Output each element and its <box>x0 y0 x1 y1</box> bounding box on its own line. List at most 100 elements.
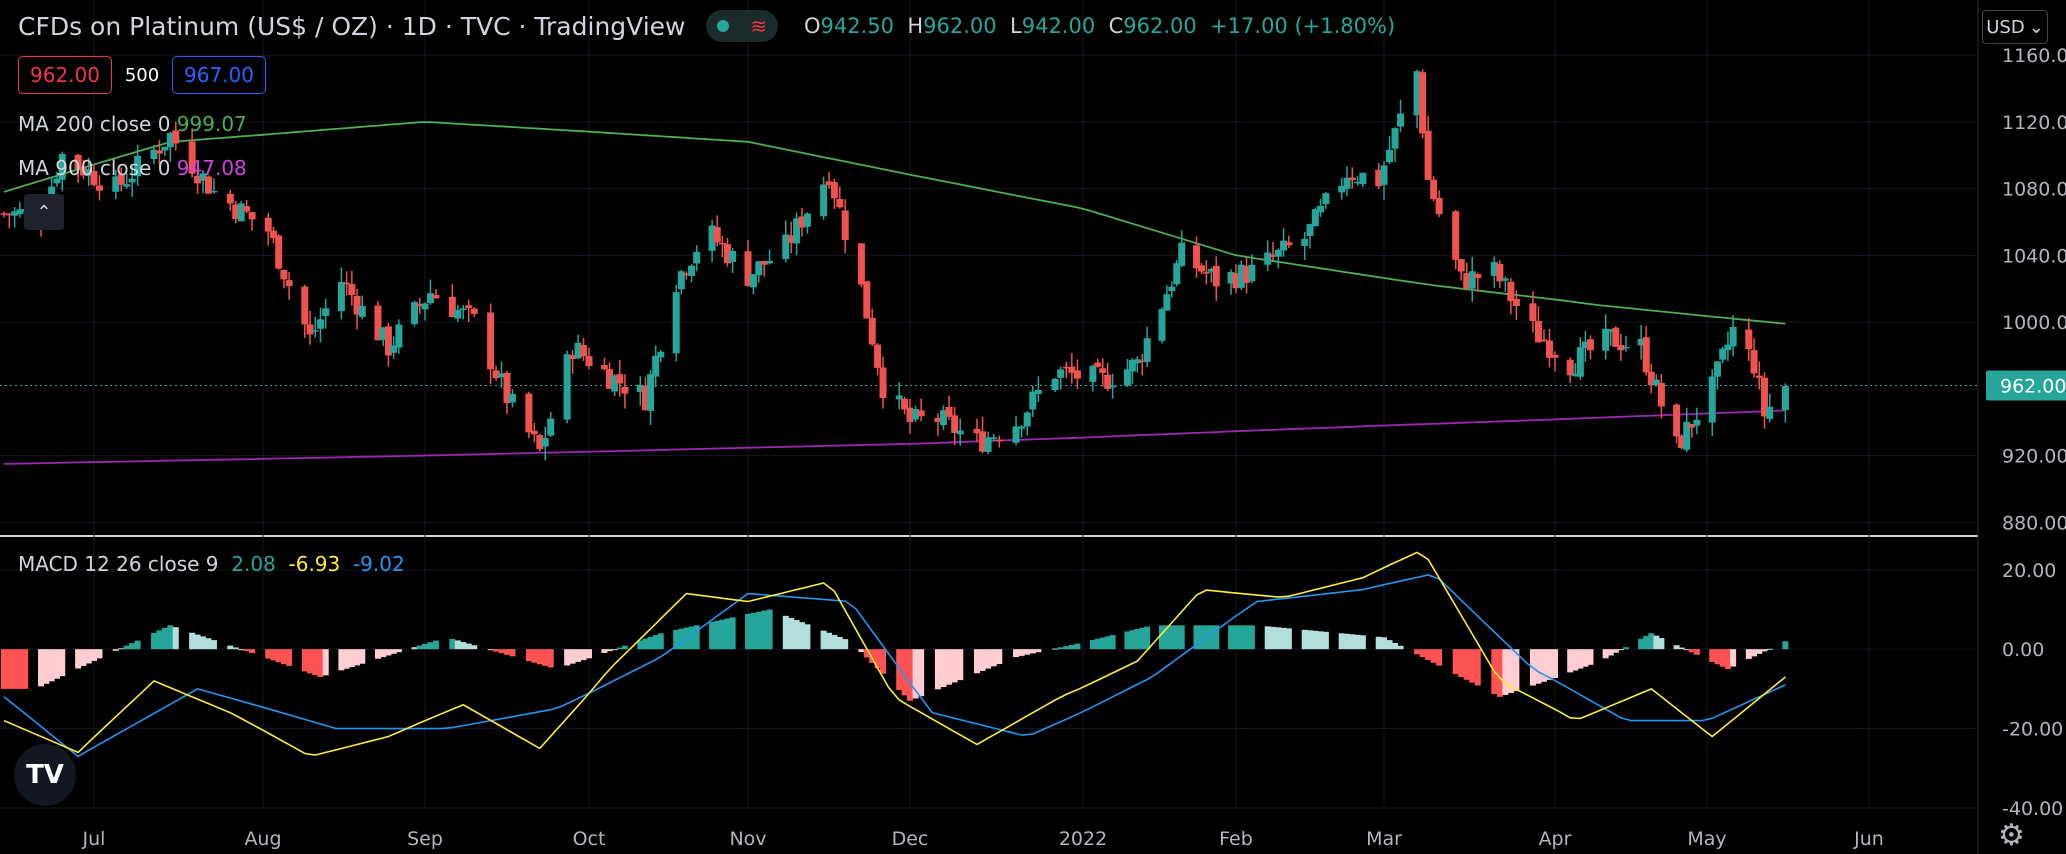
macd-histogram-bar <box>575 649 582 662</box>
candle-body <box>204 176 212 194</box>
price-tick-label: 1120.00 <box>2002 112 2066 134</box>
candle-body <box>379 327 387 341</box>
macd-histogram-bar <box>460 642 467 650</box>
ma900-legend[interactable]: MA 900 close 0 947.08 <box>18 156 247 180</box>
macd-histogram-bar <box>427 642 434 650</box>
macd-histogram-bar <box>432 640 439 650</box>
macd-line-path <box>3 551 1786 756</box>
macd-histogram-bar <box>745 614 751 650</box>
candle-body <box>74 154 82 170</box>
candle-body <box>787 235 795 243</box>
macd-histogram-bar <box>275 649 282 663</box>
macd-histogram-bar <box>536 649 543 665</box>
candle-body <box>161 146 169 151</box>
chevron-up-icon: ⌃ <box>36 201 52 223</box>
macd-signal-path <box>3 574 1786 758</box>
tradingview-logo-icon[interactable]: TV <box>14 744 76 806</box>
macd-histogram-bar <box>1513 649 1520 692</box>
candle-body <box>1468 271 1476 289</box>
candle-body <box>1023 412 1031 427</box>
macd-histogram-bar <box>348 649 355 668</box>
candle-body <box>1657 382 1665 407</box>
macd-histogram-bar <box>946 649 953 685</box>
sell-price-button[interactable]: 962.00 <box>18 56 112 94</box>
candle-body <box>1212 265 1220 287</box>
candle-body <box>1202 272 1210 274</box>
macd-histogram-bar <box>1587 649 1594 665</box>
macd-histogram-bar <box>312 649 319 676</box>
macd-histogram-bar <box>194 634 201 650</box>
candle-body <box>1540 339 1548 342</box>
candle-body <box>879 367 887 399</box>
macd-histogram-bar <box>951 649 958 683</box>
candle-body <box>1158 309 1166 341</box>
candle-body <box>1642 337 1650 373</box>
candle-body <box>188 141 196 174</box>
ma200-line <box>3 121 1786 325</box>
macd-histogram-bar <box>709 621 716 650</box>
candle-body <box>912 409 920 420</box>
settings-gear-icon[interactable]: ⚙ <box>1998 818 2025 853</box>
macd-histogram-bar <box>1359 635 1366 650</box>
candle-body <box>1168 286 1176 292</box>
macd-histogram-bar <box>85 649 92 664</box>
candle-body <box>248 212 256 220</box>
currency-selector[interactable]: USD ⌄ <box>1982 10 2048 44</box>
candle-body <box>210 190 218 193</box>
candle-body <box>5 213 13 216</box>
candle-body <box>574 342 582 359</box>
candle-body <box>1576 347 1584 377</box>
candle-body <box>647 374 655 411</box>
candle-body <box>1068 366 1076 373</box>
time-tick-label: Jun <box>1853 828 1884 850</box>
candle-body <box>1617 345 1625 351</box>
candle-body <box>112 176 120 192</box>
buy-price-button[interactable]: 967.00 <box>172 56 266 94</box>
candle-body <box>232 204 240 219</box>
macd-histogram-bar <box>1193 625 1200 650</box>
candle-body <box>1534 320 1542 343</box>
candle-body <box>585 356 593 367</box>
macd-histogram-bar <box>301 649 308 672</box>
candle-body <box>547 418 555 436</box>
candle-body <box>641 386 649 410</box>
macd-histogram-bar <box>1756 649 1763 654</box>
macd-histogram-bar <box>804 624 811 650</box>
macd-histogram-bar <box>167 625 174 650</box>
collapse-legend-button[interactable]: ⌃ <box>24 194 64 230</box>
macd-histogram-bar <box>652 635 659 650</box>
macd-histogram-bar <box>1144 626 1151 650</box>
time-tick-label: 2022 <box>1059 828 1107 850</box>
market-status-pill[interactable]: ≋ <box>706 10 778 42</box>
candle-body <box>1496 263 1504 282</box>
macd-histogram-bar <box>912 649 919 699</box>
macd-histogram-bar <box>380 649 387 658</box>
candle-body <box>868 317 876 345</box>
symbol-title[interactable]: CFDs on Platinum (US$ / OZ) · 1D · TVC ·… <box>18 12 686 41</box>
macd-histogram-bar <box>1653 635 1660 650</box>
candle-body <box>1317 205 1325 213</box>
candle-body <box>611 375 619 392</box>
macd-histogram-bar <box>1163 625 1170 650</box>
macd-histogram-bar <box>1463 649 1470 680</box>
macd-histogram-bar <box>836 637 843 650</box>
candle-body <box>348 284 356 296</box>
macd-histogram-bar <box>1577 649 1584 669</box>
candle-body <box>492 370 500 379</box>
candle-body <box>150 149 158 159</box>
candle-body <box>973 428 981 434</box>
macd-histogram-bar <box>1063 646 1070 650</box>
macd-histogram-bar <box>1198 625 1205 650</box>
macd-histogram-bar <box>688 626 695 650</box>
macd-histogram-bar <box>1709 649 1716 662</box>
macd-histogram-bar <box>1322 631 1329 650</box>
macd-histogram-bar <box>637 640 644 650</box>
ma200-legend[interactable]: MA 200 close 0 999.07 <box>18 112 247 136</box>
macd-legend[interactable]: MACD 12 26 close 9 2.08 -6.93 -9.02 <box>18 552 405 576</box>
macd-histogram-bar <box>996 649 1003 665</box>
candle-body <box>1018 426 1026 429</box>
candle-body <box>530 430 538 435</box>
candle-body <box>358 305 366 317</box>
macd-histogram-bar <box>1648 633 1655 650</box>
